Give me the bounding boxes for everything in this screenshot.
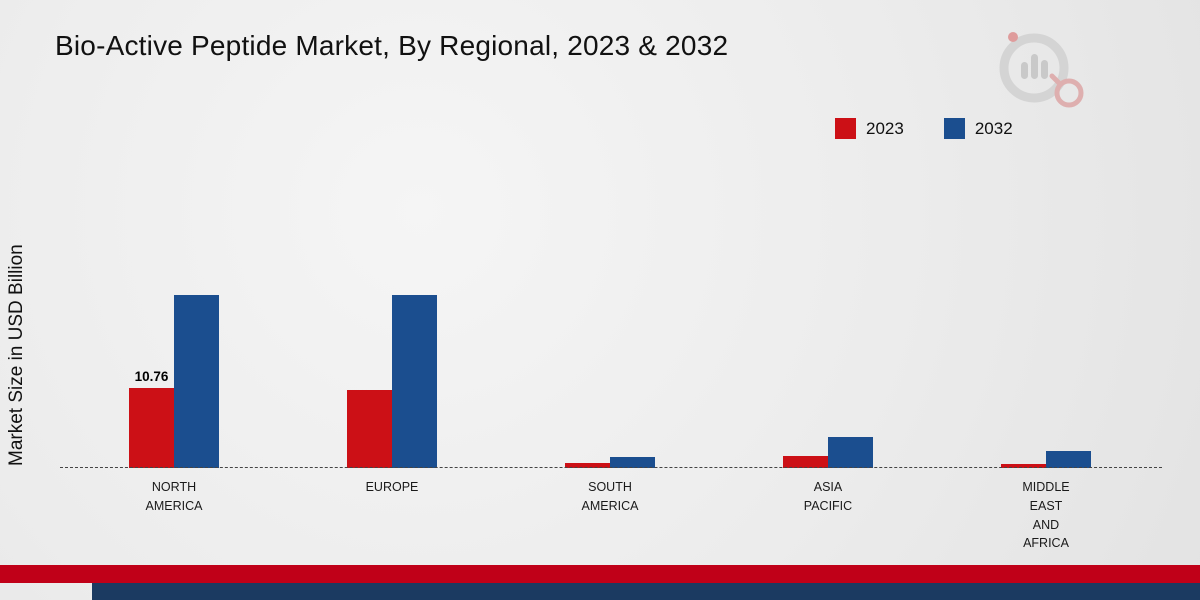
bar-group — [719, 282, 937, 468]
bar-group — [283, 282, 501, 468]
category-label-north-america: NORTH AMERICA — [145, 480, 203, 513]
bar-2023-middle-east-and-africa — [1001, 463, 1046, 468]
footer-navy-stripe — [92, 583, 1200, 600]
chart-title: Bio-Active Peptide Market, By Regional, … — [55, 30, 729, 61]
bar-group — [501, 282, 719, 468]
bar-2032-asia-pacific — [828, 436, 873, 468]
bar-2032-north-america — [174, 294, 219, 468]
category-label-europe: EUROPE — [365, 480, 419, 494]
brand-logo-icon — [999, 32, 1084, 108]
category-label-asia-pacific: ASIA PACIFIC — [803, 480, 853, 513]
bar-2023-europe — [347, 389, 392, 468]
bar-2032-south-america — [610, 456, 655, 468]
plot-area: 10.76 — [65, 282, 1155, 468]
bar-group: 10.76 — [65, 282, 283, 468]
bar-2023-asia-pacific — [783, 456, 828, 468]
category-label-middle-east-and-africa: MIDDLE EAST AND AFRICA — [1022, 480, 1070, 551]
legend-swatch-2032 — [943, 118, 965, 139]
legend: 2023 2032 — [835, 118, 1013, 139]
legend-swatch-2023 — [835, 118, 856, 139]
footer-red-stripe — [0, 565, 1200, 583]
x-axis-baseline — [60, 467, 1162, 468]
bar-value-label: 10.76 — [134, 368, 169, 384]
category-label-south-america: SOUTH AMERICA — [581, 480, 639, 513]
bar-group — [937, 282, 1155, 468]
legend-item-2032: 2032 — [943, 118, 1013, 139]
bar-2023-south-america — [565, 462, 610, 468]
legend-label: 2023 — [866, 118, 904, 138]
legend-label: 2032 — [974, 118, 1013, 138]
y-axis-label: Market Size in USD Billion — [6, 244, 27, 466]
bar-2023-north-america: 10.76 — [129, 369, 174, 468]
bar-2032-middle-east-and-africa — [1046, 450, 1091, 468]
bar-2032-europe — [392, 294, 437, 468]
legend-item-2023: 2023 — [835, 118, 904, 139]
category-labels: NORTH AMERICA EUROPE SOUTH AMERICA ASIA PAC… — [65, 478, 1155, 553]
